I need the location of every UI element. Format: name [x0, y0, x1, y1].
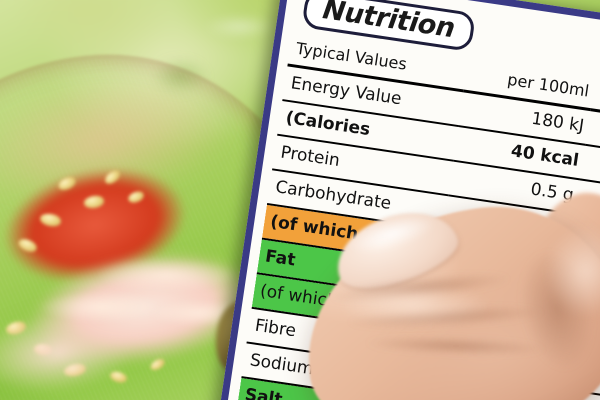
tomato-pulp-strand	[96, 258, 236, 292]
skin-highlight	[340, 286, 490, 326]
tomato-pulp-strand	[40, 292, 160, 322]
pointing-hand	[288, 179, 600, 400]
